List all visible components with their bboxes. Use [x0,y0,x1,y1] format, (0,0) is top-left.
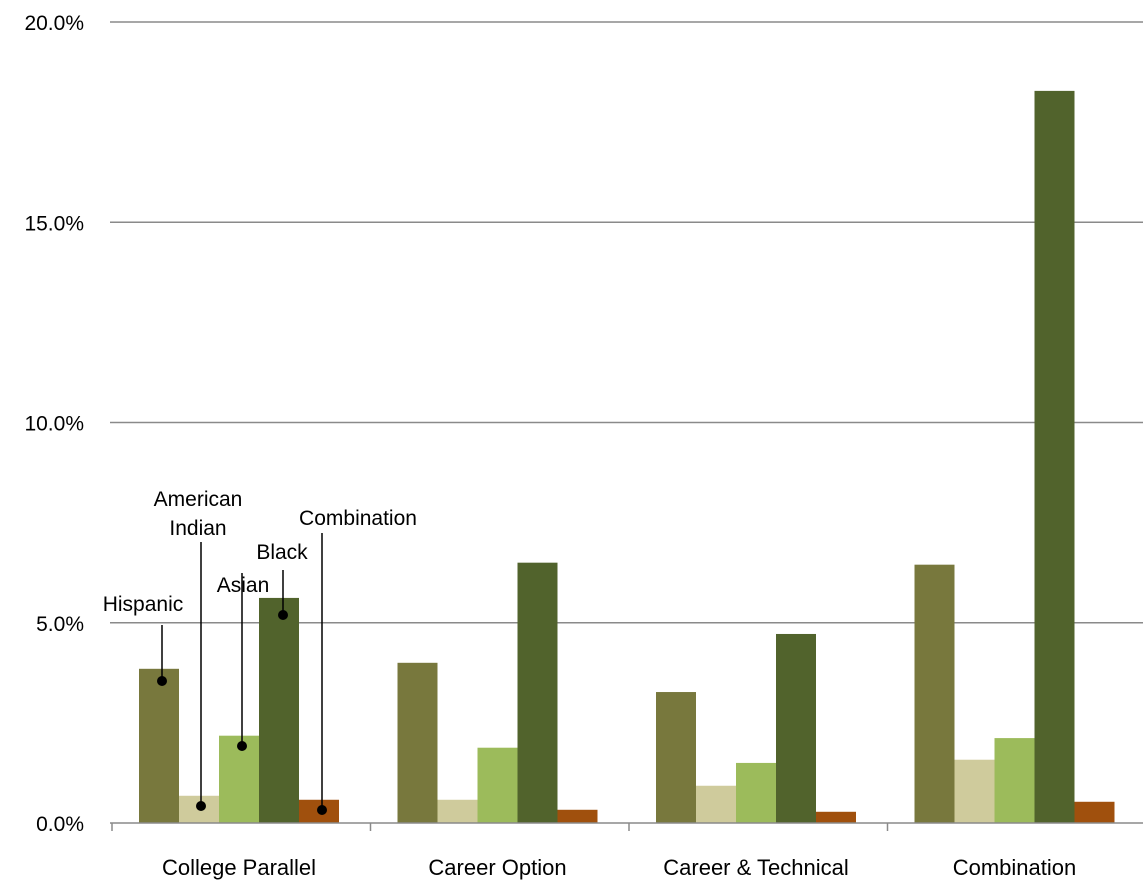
callout-dot [278,610,288,620]
callout-label: Asian [217,574,270,597]
x-category-label: Career & Technical [663,855,848,880]
bar [656,692,696,823]
bar [954,759,995,823]
bar [437,799,478,823]
bar [776,633,816,823]
y-tick-label: 5.0% [36,613,84,636]
callout-label: Combination [299,507,417,530]
gridlines [110,21,1143,624]
callout-label: American [154,488,243,511]
callout-dot [317,805,327,815]
x-category-label: College Parallel [162,855,316,880]
bars [139,90,1115,824]
series-callouts: Hispanic American Indian Asian Black Combinat… [103,488,417,815]
callout-label: Indian [169,517,226,540]
y-tick-label: 20.0% [24,12,84,35]
callout-american-indian: American Indian [154,488,243,811]
callout-asian: Asian [217,573,270,751]
x-axis [110,822,1143,831]
bar [477,747,518,823]
bar [816,811,856,823]
callout-label: Hispanic [103,593,184,616]
y-tick-label: 15.0% [24,212,84,235]
x-category-label: Combination [953,855,1077,880]
callout-combination: Combination [299,507,417,815]
bar [736,762,776,823]
bar [557,809,598,823]
y-axis-tick-labels: 0.0% 5.0% 10.0% 15.0% 20.0% [24,12,84,836]
callout-dot [196,801,206,811]
y-tick-label: 10.0% [24,413,84,436]
callout-hispanic: Hispanic [103,593,184,686]
bar [696,785,736,823]
callout-dot [237,741,247,751]
y-tick-label: 0.0% [36,813,84,836]
bar [517,562,558,823]
bar [994,738,1035,823]
bar [1074,801,1115,823]
bar [139,668,179,823]
bar [219,735,259,823]
x-axis-category-labels: College Parallel Career Option Career & Te… [162,855,1076,880]
callout-label: Black [256,541,308,564]
callout-dot [157,676,167,686]
bar [259,597,299,823]
callout-black: Black [256,541,308,620]
bar [914,564,955,823]
bar [1034,90,1075,824]
bar [397,662,438,823]
x-category-label: Career Option [428,855,566,880]
